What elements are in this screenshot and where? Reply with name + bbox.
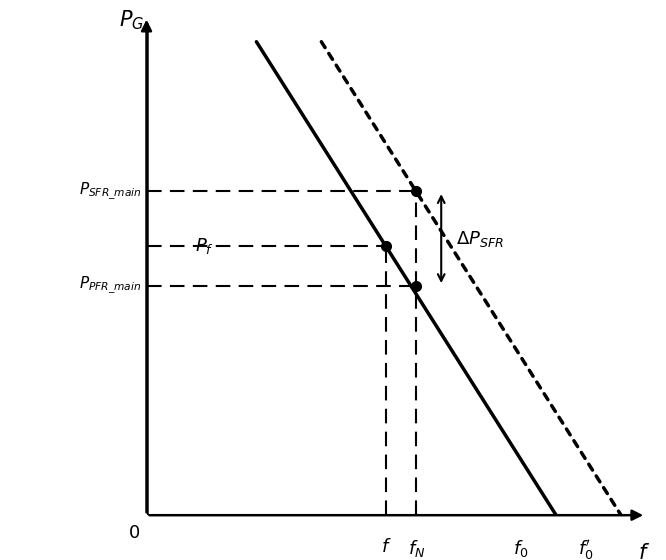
Text: $f$: $f$ (381, 538, 392, 556)
Text: $P_{PFR\_main}$: $P_{PFR\_main}$ (79, 276, 141, 296)
Text: $f_0$: $f_0$ (513, 538, 529, 559)
Text: $P_G$: $P_G$ (119, 8, 144, 32)
Text: $P_{SFR\_main}$: $P_{SFR\_main}$ (79, 181, 141, 202)
Text: $\Delta P_{SFR}$: $\Delta P_{SFR}$ (456, 228, 504, 249)
Text: $f_N$: $f_N$ (408, 538, 425, 559)
Text: 0: 0 (129, 524, 140, 542)
Text: $P_f$: $P_f$ (195, 236, 214, 256)
Text: $f_0'$: $f_0'$ (578, 538, 594, 560)
Text: $f$: $f$ (637, 543, 649, 560)
